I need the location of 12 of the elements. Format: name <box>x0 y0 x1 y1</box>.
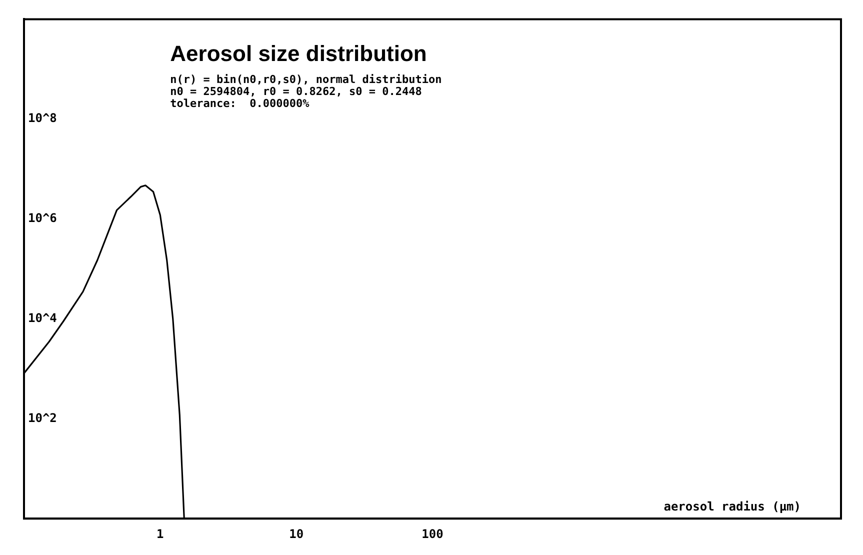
text: Aerosol size distribution <box>170 41 427 66</box>
x-tick-label: 100 <box>422 526 444 541</box>
annotation: tolerance: 0.000000% <box>170 97 310 110</box>
x-tick-label: 10 <box>289 526 304 541</box>
x-axis-title: aerosol radius (µm) <box>664 500 801 514</box>
x-tick-label: 1 <box>156 526 164 541</box>
y-tick-label: 10^4 <box>28 310 57 325</box>
y-tick-label: 10^6 <box>28 211 57 226</box>
y-tick-label: 10^8 <box>28 111 57 126</box>
annotation: n0 = 2594804, r0 = 0.8262, s0 = 0.2448 <box>170 85 422 98</box>
y-tick-label: 10^2 <box>28 410 57 425</box>
text: n(r) = bin(n0,r0,s0), normal distribution <box>170 73 442 86</box>
